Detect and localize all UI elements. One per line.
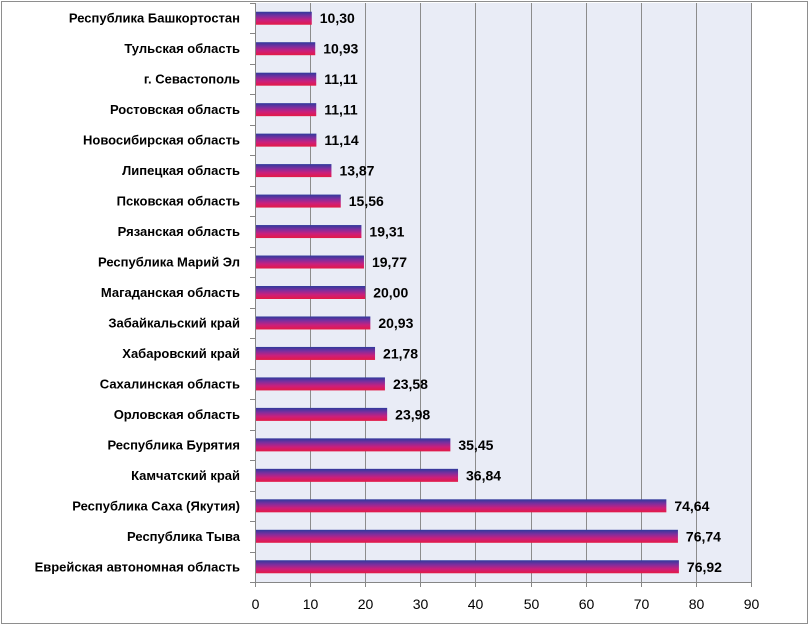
bar-row: Забайкальский край 20,93 [108, 315, 413, 331]
bar [256, 316, 371, 330]
data-label: 19,77 [372, 254, 407, 270]
data-label: 23,98 [395, 406, 430, 422]
bar [256, 225, 362, 239]
category-label: Тульская область [124, 41, 240, 56]
category-label: Хабаровский край [122, 346, 240, 361]
category-label: Камчатский край [131, 468, 240, 483]
data-label: 11,11 [324, 102, 358, 118]
bar [256, 255, 364, 269]
category-label: Ростовская область [110, 102, 240, 117]
data-label: 21,78 [383, 345, 418, 361]
bar-row: Псковская область 15,56 [117, 193, 384, 209]
category-label: Еврейская автономная область [35, 559, 240, 574]
data-label: 20,00 [373, 285, 408, 301]
data-label: 76,92 [687, 559, 722, 575]
bar [256, 560, 679, 574]
bar-row: Сахалинская область 23,58 [100, 376, 428, 392]
bar [256, 499, 667, 513]
data-label: 11,11 [324, 71, 358, 87]
bar-row: Ростовская область 11,11 [110, 102, 358, 118]
category-label: Республика Бурятия [107, 437, 240, 452]
bar-row: Республика Марий Эл 19,77 [98, 254, 407, 270]
category-label: Магаданская область [101, 285, 240, 300]
category-label: Республика Тыва [127, 529, 241, 544]
x-tick-label: 40 [468, 596, 484, 612]
data-label: 76,74 [686, 528, 721, 544]
bar [256, 133, 317, 147]
data-label: 35,45 [458, 437, 493, 453]
bar-row: Республика Бурятия 35,45 [107, 437, 493, 453]
category-label: Новосибирская область [83, 133, 240, 148]
bar-row: г. Севастополь 11,11 [144, 71, 358, 87]
bar-row: Хабаровский край 21,78 [122, 345, 418, 361]
bar-row: Магаданская область 20,00 [101, 285, 409, 301]
data-label: 10,93 [323, 41, 358, 57]
bar-row: Орловская область 23,98 [114, 406, 431, 422]
data-label: 19,31 [369, 224, 404, 240]
x-tick-label: 0 [252, 596, 260, 612]
bar [256, 11, 312, 25]
category-label: Сахалинская область [100, 376, 240, 391]
data-label: 10,30 [320, 10, 355, 26]
bar-row: Тульская область 10,93 [124, 41, 358, 57]
x-tick-label: 10 [303, 596, 319, 612]
bar [256, 529, 678, 543]
bar-row: Республика Саха (Якутия) 74,64 [72, 498, 709, 514]
x-tick-label: 80 [689, 596, 705, 612]
x-tick-label: 60 [579, 596, 595, 612]
category-label: г. Севастополь [144, 72, 240, 87]
x-tick-label: 70 [634, 596, 650, 612]
data-label: 36,84 [466, 467, 501, 483]
bar-row: Новосибирская область 11,14 [83, 132, 359, 148]
bar-row: Камчатский край 36,84 [131, 467, 501, 483]
category-label: Республика Башкортостан [69, 11, 240, 26]
data-label: 15,56 [349, 193, 384, 209]
category-label: Рязанская область [118, 224, 240, 239]
category-label: Республика Саха (Якутия) [72, 498, 240, 513]
bar [256, 194, 341, 208]
bar [256, 468, 459, 482]
category-label: Орловская область [114, 407, 240, 422]
category-label: Псковская область [117, 194, 240, 209]
bar-row: Еврейская автономная область 76,92 [35, 559, 723, 575]
bar [256, 346, 376, 360]
bar [256, 377, 385, 391]
bar-row: Липецкая область 13,87 [122, 163, 375, 179]
bar [256, 42, 316, 56]
category-label: Забайкальский край [108, 315, 240, 330]
bar [256, 438, 451, 452]
bar [256, 164, 332, 178]
bar [256, 103, 317, 117]
bar [256, 407, 388, 421]
x-tick-label: 90 [744, 596, 760, 612]
bar [256, 72, 317, 86]
bar-row: Республика Башкортостан 10,30 [69, 10, 355, 26]
data-label: 11,14 [324, 132, 358, 148]
bar [256, 286, 366, 299]
data-label: 13,87 [339, 163, 374, 179]
x-tick-label: 50 [524, 596, 540, 612]
data-label: 74,64 [674, 498, 709, 514]
bar-row: Республика Тыва 76,74 [127, 528, 721, 544]
bar-row: Рязанская область 19,31 [118, 224, 405, 240]
data-label: 23,58 [393, 376, 428, 392]
data-label: 20,93 [378, 315, 413, 331]
category-label: Республика Марий Эл [98, 255, 240, 270]
category-label: Липецкая область [122, 163, 240, 178]
x-tick-label: 30 [413, 596, 429, 612]
x-tick-label: 20 [358, 596, 374, 612]
